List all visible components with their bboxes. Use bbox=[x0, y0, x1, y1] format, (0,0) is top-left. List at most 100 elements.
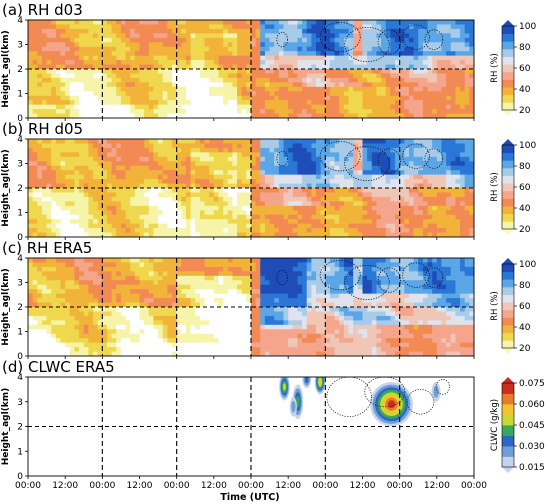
rh-cell bbox=[325, 64, 331, 70]
rh-cell bbox=[158, 73, 164, 79]
rh-cell bbox=[209, 24, 215, 30]
rh-cell bbox=[371, 179, 378, 185]
rh-cell bbox=[204, 139, 210, 145]
rh-cell bbox=[353, 77, 359, 83]
rh-cell bbox=[320, 219, 326, 225]
rh-cell bbox=[209, 196, 215, 202]
rh-cell bbox=[362, 69, 368, 75]
rh-cell bbox=[148, 109, 155, 115]
rh-cell bbox=[139, 315, 145, 321]
rh-cell bbox=[311, 24, 317, 30]
rh-cell bbox=[65, 232, 71, 237]
rh-cell bbox=[436, 161, 443, 167]
rh-cell bbox=[32, 113, 38, 118]
rh-cell bbox=[37, 315, 43, 321]
rh-cell bbox=[55, 293, 62, 299]
rh-cell bbox=[144, 228, 150, 234]
rh-cell bbox=[413, 55, 419, 61]
rh-cell bbox=[97, 113, 103, 118]
rh-cell bbox=[32, 156, 38, 162]
rh-cell bbox=[399, 201, 405, 207]
rh-cell bbox=[455, 223, 461, 229]
rh-cell bbox=[297, 60, 303, 66]
rh-cell bbox=[41, 289, 48, 295]
rh-cell bbox=[334, 77, 340, 83]
rh-cell bbox=[102, 342, 108, 348]
rh-cell bbox=[158, 95, 164, 101]
rh-cell bbox=[450, 100, 457, 106]
rh-cell bbox=[269, 147, 275, 153]
rh-cell bbox=[260, 33, 266, 39]
rh-cell bbox=[46, 174, 52, 180]
rh-cell bbox=[116, 69, 122, 75]
rh-cell bbox=[427, 196, 433, 202]
rh-cell bbox=[167, 64, 173, 70]
rh-cell bbox=[209, 95, 215, 101]
rh-cell bbox=[37, 139, 43, 145]
rh-cell bbox=[79, 91, 85, 97]
rh-cell bbox=[102, 289, 108, 295]
rh-cell bbox=[464, 64, 470, 70]
rh-cell bbox=[306, 73, 312, 79]
rh-cell bbox=[246, 179, 252, 185]
rh-cell bbox=[339, 91, 345, 97]
rh-cell bbox=[460, 192, 466, 198]
rh-cell bbox=[79, 324, 85, 330]
rh-cell bbox=[353, 161, 359, 167]
rh-cell bbox=[316, 91, 322, 97]
rh-cell bbox=[172, 104, 178, 110]
rh-cell bbox=[395, 60, 401, 66]
rh-cell bbox=[60, 73, 66, 79]
rh-cell bbox=[325, 37, 331, 43]
rh-cell bbox=[357, 196, 364, 202]
rh-cell bbox=[241, 170, 247, 176]
rh-cell bbox=[422, 214, 429, 220]
rh-cell bbox=[237, 201, 243, 207]
rh-cell bbox=[93, 266, 99, 272]
rh-cell bbox=[422, 223, 429, 229]
rh-cell bbox=[130, 196, 136, 202]
rh-cell bbox=[134, 342, 141, 348]
rh-cell bbox=[311, 170, 317, 176]
rh-cell bbox=[181, 51, 187, 57]
rh-cell bbox=[88, 51, 94, 57]
rh-cell bbox=[69, 60, 76, 66]
rh-cell bbox=[274, 46, 280, 52]
rh-cell bbox=[60, 179, 66, 185]
rh-cell bbox=[88, 329, 94, 335]
rh-cell bbox=[172, 109, 178, 115]
rh-cell bbox=[227, 196, 234, 202]
rh-cell bbox=[106, 109, 113, 115]
rh-cell bbox=[51, 219, 57, 225]
rh-cell bbox=[418, 24, 424, 30]
rh-cell bbox=[311, 165, 317, 171]
rh-cell bbox=[269, 109, 275, 115]
rh-cell bbox=[69, 192, 76, 198]
rh-cell bbox=[172, 152, 178, 158]
y-tick-label: 1 bbox=[17, 209, 23, 219]
rh-cell bbox=[111, 315, 117, 321]
rh-cell bbox=[144, 266, 150, 272]
rh-cell bbox=[367, 28, 373, 34]
rh-cell bbox=[306, 64, 312, 70]
rh-cell bbox=[148, 307, 155, 313]
rh-cell bbox=[111, 271, 117, 277]
rh-cell bbox=[367, 82, 373, 88]
rh-cell bbox=[120, 347, 127, 353]
rh-cell bbox=[74, 33, 80, 39]
rh-cell bbox=[362, 20, 368, 26]
rh-cell bbox=[381, 77, 387, 83]
rh-cell bbox=[432, 28, 438, 34]
rh-cell bbox=[306, 100, 312, 106]
rh-cell bbox=[69, 24, 76, 30]
rh-cell bbox=[134, 293, 141, 299]
rh-cell bbox=[371, 60, 378, 66]
rh-cell bbox=[348, 82, 354, 88]
rh-cell bbox=[441, 143, 447, 149]
rh-cell bbox=[223, 214, 229, 220]
rh-cell bbox=[162, 42, 168, 48]
rh-cell bbox=[283, 214, 289, 220]
rh-cell bbox=[446, 42, 452, 48]
rh-cell bbox=[390, 205, 396, 211]
rh-cell bbox=[74, 73, 80, 79]
